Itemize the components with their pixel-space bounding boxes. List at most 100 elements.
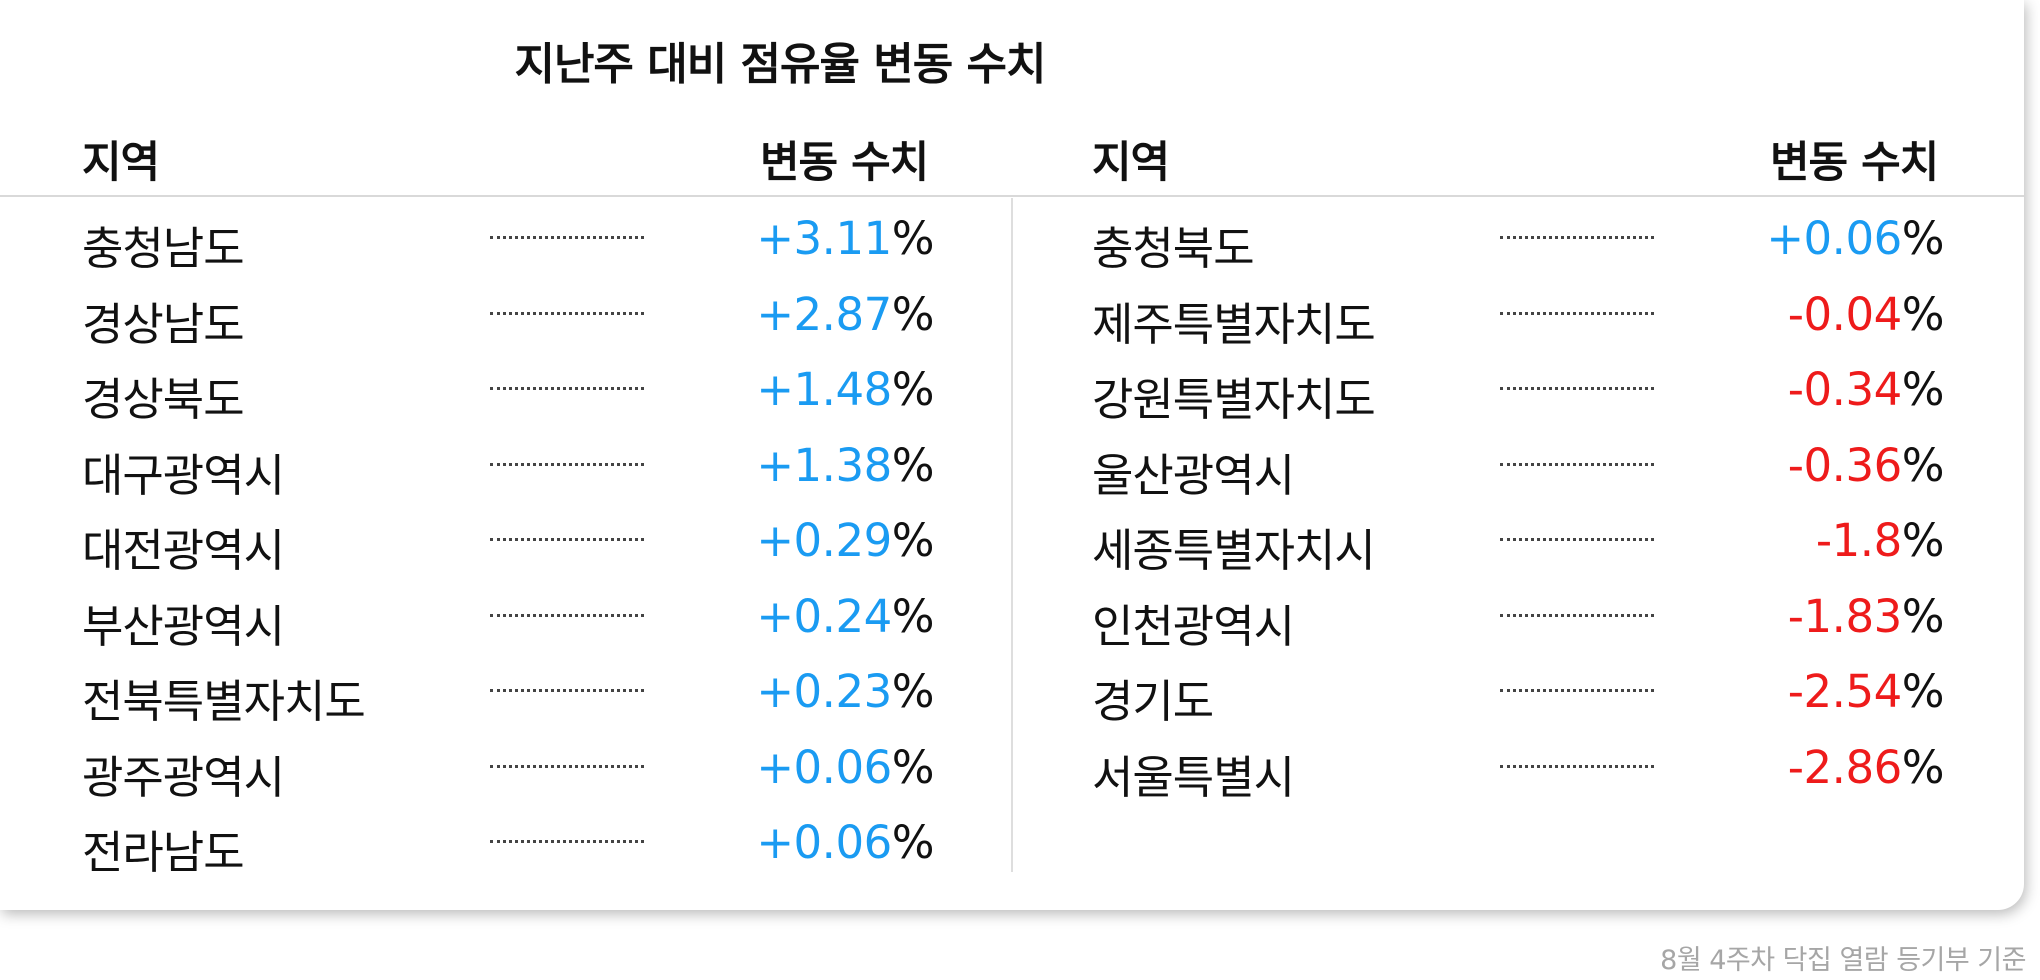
change-number: +0.24 [756, 589, 892, 643]
table-row: 제주특별자치도 -0.04% [1092, 282, 1945, 358]
percent-unit: % [891, 287, 935, 341]
change-value: +0.06% [1766, 212, 1944, 265]
percent-unit: % [891, 514, 935, 567]
change-number: -0.04 [1787, 287, 1902, 341]
region-name: 제주특별자치도 [1092, 297, 1376, 351]
change-number: -2.86 [1787, 740, 1902, 794]
dotted-leader [490, 764, 644, 768]
table-row: 충청북도 +0.06% [1092, 206, 1945, 282]
change-number: +0.29 [756, 514, 892, 567]
dotted-leader [1500, 613, 1654, 617]
change-number: -0.36 [1787, 438, 1902, 492]
region-name: 세종특별자치시 [1092, 524, 1376, 577]
table-row: 부산광역시 +0.24% [82, 584, 935, 660]
table-title: 지난주 대비 점유율 변동 수치 [514, 39, 1046, 90]
change-number: +0.06 [1766, 212, 1902, 265]
change-value: -0.34% [1787, 363, 1945, 416]
table-row: 울산광역시 -0.36% [1092, 433, 1945, 509]
dotted-leader [490, 689, 644, 692]
region-name: 대전광역시 [82, 524, 285, 577]
region-name: 전라남도 [82, 826, 245, 879]
dotted-leader [1500, 311, 1654, 315]
change-value: +0.06% [756, 741, 934, 794]
table-row: 경상남도 +2.87% [82, 282, 935, 358]
dotted-leader [490, 462, 644, 466]
dotted-leader [490, 387, 644, 390]
table-row: 광주광역시 +0.06% [82, 735, 935, 811]
percent-unit: % [1901, 363, 1945, 416]
region-name: 인천광역시 [1092, 599, 1295, 653]
region-name: 경상북도 [82, 373, 245, 426]
region-name: 부산광역시 [82, 599, 285, 653]
percent-unit: % [891, 665, 935, 718]
change-number: -0.34 [1787, 363, 1902, 416]
change-number: -1.83 [1787, 589, 1902, 643]
change-value: -0.36% [1787, 438, 1945, 492]
table-row: 대전광역시 +0.29% [82, 508, 935, 584]
header-divider [0, 195, 2024, 197]
change-value: -2.86% [1787, 740, 1945, 794]
change-value: +1.48% [756, 363, 934, 416]
table-row: 인천광역시 -1.83% [1092, 584, 1945, 660]
dotted-leader [490, 311, 644, 315]
dotted-leader [490, 613, 644, 617]
table-row: 세종특별자치시 -1.8% [1092, 508, 1945, 584]
col1-rows: 충청남도 +3.11% 경상남도 +2.87% 경상북도 +1.48% 대구광역시 +1.38… [82, 206, 935, 886]
change-value: +0.24% [756, 590, 934, 643]
change-number: -2.54 [1787, 665, 1902, 718]
dotted-leader [490, 538, 644, 541]
table-row: 강원특별자치도 -0.34% [1092, 357, 1945, 433]
col2-header-region: 지역 [1092, 138, 1170, 188]
table-row: 경상북도 +1.48% [82, 357, 935, 433]
dotted-leader [1500, 689, 1654, 692]
region-name: 서울특별시 [1092, 750, 1295, 804]
percent-unit: % [891, 740, 935, 794]
table-row: 경기도 -2.54% [1092, 659, 1945, 735]
dotted-leader [1500, 387, 1654, 390]
percent-unit: % [1901, 438, 1945, 492]
table-row: 충청남도 +3.11% [82, 206, 935, 282]
region-name: 울산광역시 [1092, 448, 1295, 502]
dotted-leader [1500, 236, 1654, 239]
region-name: 경상남도 [82, 297, 245, 351]
col2-rows: 충청북도 +0.06% 제주특별자치도 -0.04% 강원특별자치도 -0.34% 울산광역… [1092, 206, 1945, 811]
percent-unit: % [1901, 740, 1945, 794]
change-number: +1.48 [756, 363, 892, 416]
table-row: 서울특별시 -2.86% [1092, 735, 1945, 811]
change-value: +0.06% [756, 816, 934, 869]
col2-header-value: 변동 수치 [1770, 138, 1939, 188]
col1-header-region: 지역 [82, 138, 160, 188]
table-row: 대구광역시 +1.38% [82, 433, 935, 509]
percent-unit: % [1901, 589, 1945, 643]
percent-unit: % [891, 816, 935, 869]
col1-header-value: 변동 수치 [760, 138, 929, 188]
table-row: 전라남도 +0.06% [82, 810, 935, 886]
dotted-leader [1500, 538, 1654, 541]
dotted-leader [1500, 764, 1654, 768]
region-name: 경기도 [1092, 675, 1214, 728]
percent-unit: % [1901, 665, 1945, 718]
change-value: +2.87% [756, 288, 934, 341]
change-value: +0.23% [756, 665, 934, 718]
percent-unit: % [891, 438, 935, 492]
change-number: +0.06 [756, 740, 892, 794]
change-value: -1.8% [1815, 514, 1945, 567]
table-row: 전북특별자치도 +0.23% [82, 659, 935, 735]
change-table-card: 지난주 대비 점유율 변동 수치 지역 변동 수치 지역 변동 수치 충청남도 +… [0, 39, 2024, 886]
region-name: 대구광역시 [82, 448, 285, 502]
change-value: +3.11% [756, 212, 934, 265]
change-number: +3.11 [756, 212, 892, 265]
region-name: 충청북도 [1092, 222, 1255, 275]
dotted-leader [490, 840, 644, 843]
region-name: 전북특별자치도 [82, 675, 366, 728]
change-number: +0.23 [756, 665, 892, 718]
dotted-leader [490, 236, 644, 239]
column-divider [1011, 198, 1013, 872]
change-number: +1.38 [756, 438, 892, 492]
change-value: -2.54% [1787, 665, 1945, 718]
change-value: -1.83% [1787, 589, 1945, 643]
footnote: 8월 4주차 닥집 열람 등기부 기준 [1660, 945, 2026, 976]
region-name: 강원특별자치도 [1092, 373, 1376, 426]
change-number: -1.8 [1815, 514, 1902, 567]
percent-unit: % [1901, 514, 1945, 567]
